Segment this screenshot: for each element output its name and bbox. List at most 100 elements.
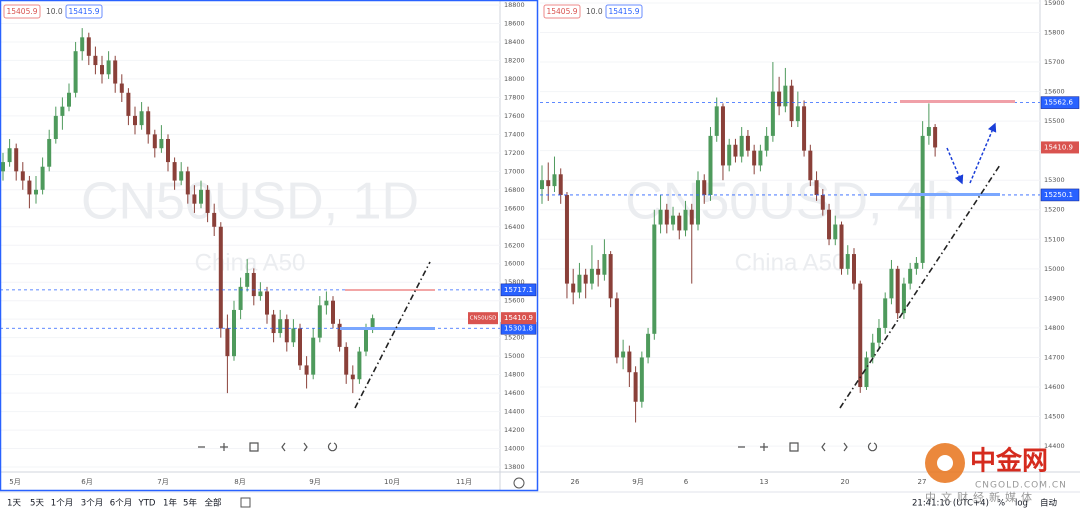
- x-tick-label: 8月: [234, 478, 245, 486]
- candle-body: [364, 328, 368, 352]
- symbol-tag: [468, 312, 498, 325]
- range-button[interactable]: YTD: [138, 499, 156, 509]
- candle-body: [764, 135, 769, 151]
- y-tick-label: 14600: [1044, 383, 1065, 391]
- x-tick-label: 26: [571, 478, 580, 486]
- candle-body: [671, 215, 676, 225]
- candle-body: [93, 55, 98, 66]
- candle-body: [1, 162, 5, 172]
- candle-body: [752, 150, 757, 166]
- candle-body: [783, 85, 788, 107]
- y-tick-label: 18200: [504, 56, 525, 64]
- range-button[interactable]: 5年: [183, 498, 197, 509]
- candle-body: [614, 298, 619, 358]
- candle-body: [133, 115, 137, 126]
- candle-body: [106, 60, 111, 75]
- x-tick-label: 20: [841, 478, 850, 486]
- compare-icon[interactable]: [240, 497, 251, 508]
- candle-body: [317, 305, 322, 338]
- y-tick-label: 16000: [504, 260, 525, 268]
- watermark-subtitle: China A50: [195, 249, 306, 276]
- arrow: [946, 147, 964, 185]
- candle-body: [870, 342, 875, 358]
- candle-body: [845, 254, 850, 269]
- bottom-toolbar: 1天 5天 1个月 3个月 6个月 YTD 1年 5年 全部 21:41:10 (UTC+4)% l…: [7, 477, 1058, 509]
- auto-toggle[interactable]: 自动: [1040, 498, 1058, 509]
- log-toggle[interactable]: log: [1015, 499, 1028, 509]
- candle-body: [683, 209, 688, 231]
- percent-toggle[interactable]: %: [997, 499, 1005, 509]
- arrow: [969, 122, 997, 184]
- candle-body: [80, 37, 85, 52]
- candle-body: [53, 115, 58, 139]
- candle-body: [933, 127, 938, 148]
- y-tick-label: 15100: [1044, 235, 1065, 243]
- price-tag-label: 15301.8: [504, 324, 533, 332]
- y-tick-label: 16400: [504, 223, 525, 231]
- x-tick-label: 9月: [632, 478, 643, 486]
- candle-body: [926, 127, 931, 136]
- x-tick-label: 6月: [81, 478, 92, 486]
- candle-body: [225, 328, 230, 357]
- x-tick-label: 13: [760, 478, 769, 486]
- y-tick-label: 14000: [504, 445, 525, 453]
- x-tick-label: 5月: [9, 478, 20, 486]
- candle-body: [889, 268, 894, 299]
- range-button[interactable]: 6个月: [110, 499, 132, 509]
- candle-body: [777, 91, 782, 107]
- symbol-label: CN50USD: [470, 316, 497, 322]
- y-tick-label: 17600: [504, 112, 525, 120]
- candle-body: [271, 314, 276, 334]
- candle-body: [770, 91, 775, 136]
- clock: 21:41:10 (UTC+4): [912, 499, 989, 509]
- candle-body: [7, 148, 12, 163]
- candle-body: [864, 357, 869, 387]
- range-button[interactable]: 1天: [7, 499, 21, 509]
- candle-body: [589, 268, 594, 284]
- candle-body: [298, 328, 302, 366]
- zone-box: [900, 100, 1015, 103]
- x-tick-label: 11月: [456, 478, 472, 486]
- price-tag-label: 15562.6: [1044, 99, 1073, 107]
- bid-box: [543, 4, 581, 19]
- y-tick-label: 18000: [504, 75, 525, 83]
- range-button[interactable]: 5天: [30, 499, 44, 509]
- range-button[interactable]: 全部: [204, 498, 222, 509]
- range-button[interactable]: 3个月: [81, 499, 103, 509]
- trend-line: [354, 261, 431, 409]
- candle-body: [238, 286, 243, 310]
- zone-box: [340, 327, 435, 330]
- candle-body: [758, 150, 763, 166]
- bid-price: 15405.9: [6, 7, 37, 16]
- candle-body: [119, 83, 124, 93]
- y-tick-label: 15800: [1044, 28, 1065, 36]
- candle-body: [920, 135, 925, 263]
- y-tick-label: 16800: [504, 186, 525, 194]
- candle-body: [814, 180, 819, 195]
- candle-body: [251, 272, 256, 297]
- trend-line: [839, 164, 1001, 409]
- candle-body: [258, 291, 263, 297]
- zoom-controls[interactable]: [198, 442, 878, 452]
- candle-body: [708, 135, 713, 195]
- range-button[interactable]: 1年: [163, 498, 177, 509]
- candle-body: [571, 283, 576, 293]
- candle-body: [20, 171, 25, 181]
- candle-body: [126, 92, 131, 116]
- settings-icon[interactable]: [513, 477, 525, 489]
- candle-body: [304, 365, 309, 375]
- y-tick-label: 15500: [1044, 117, 1065, 125]
- y-tick-label: 15000: [1044, 265, 1065, 273]
- y-tick-label: 18400: [504, 38, 525, 46]
- y-tick-label: 15000: [504, 352, 525, 360]
- range-button[interactable]: 1个月: [51, 499, 73, 509]
- watermark-title: CN50USD, 1D: [81, 173, 419, 231]
- candle-body: [350, 374, 355, 380]
- y-tick-label: 16600: [504, 204, 525, 212]
- y-tick-label: 17000: [504, 167, 525, 175]
- x-tick-label: 7月: [157, 478, 168, 486]
- candle-body: [852, 254, 856, 284]
- candle-body: [714, 106, 719, 136]
